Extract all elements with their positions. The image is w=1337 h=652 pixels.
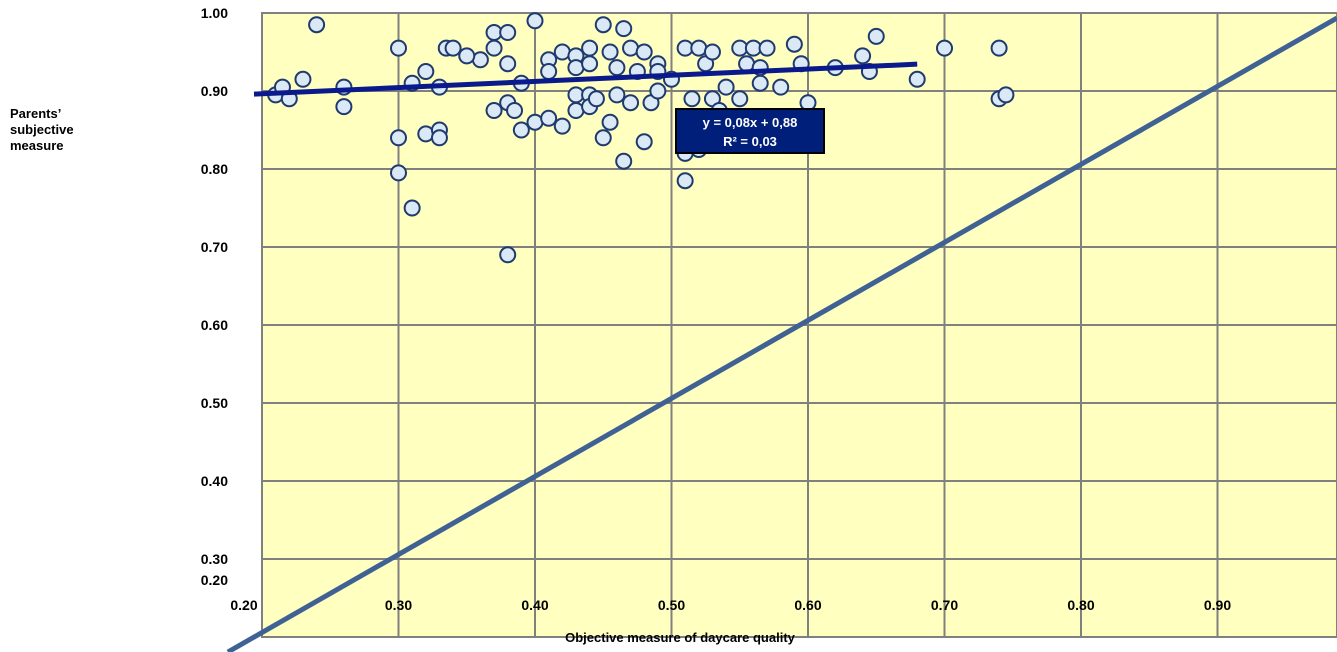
y-tick-label: 0.80 [201,161,228,177]
data-point [683,90,701,108]
y-tick-label: 0.30 [201,551,228,567]
data-point [594,129,612,147]
y-tick-label: 0.90 [201,83,228,99]
y-tick-label: 0.60 [201,317,228,333]
data-point [608,86,626,104]
data-point [758,39,776,57]
data-point [526,113,544,131]
data-point [594,16,612,34]
y-tick-label: 0.50 [201,395,228,411]
x-axis-label: Objective measure of daycare quality [565,630,795,645]
data-point [649,82,667,100]
data-point [294,70,312,88]
data-point [567,102,585,119]
data-point [540,109,558,127]
trendline-annotation: y = 0,08x + 0,88 R² = 0,03 [675,108,825,154]
data-point [997,86,1015,104]
data-point [485,102,503,119]
data-point [615,20,633,38]
data-point [772,78,790,96]
trendline-r-squared: R² = 0,03 [723,134,777,149]
data-point [608,59,626,77]
data-point [553,43,571,61]
data-point [703,43,721,61]
data-point [499,246,517,264]
data-point [785,35,803,53]
data-point [417,63,435,80]
data-point [512,121,530,139]
data-point [403,199,421,217]
data-point [526,12,544,30]
data-point [430,129,448,147]
data-point [417,125,435,143]
data-point [390,129,407,147]
scatter-points [267,12,1015,264]
tick-labels: 0.20 0.30 0.40 0.50 0.60 0.70 0.80 0.90 1.00 0.20… [201,5,1232,613]
data-point [581,39,599,57]
data-point [854,47,872,65]
trendline-equation: y = 0,08x + 0,88 [702,115,798,130]
data-point [731,90,749,108]
data-point [471,51,489,69]
data-point [308,16,326,34]
data-point [615,152,633,170]
data-point [908,70,926,88]
x-tick-label: 0.70 [931,597,958,613]
x-tick-label: 0.50 [658,597,685,613]
data-point [485,39,503,57]
data-point [635,43,653,61]
data-point [390,164,407,182]
data-point [717,78,735,96]
data-point [587,90,605,108]
x-tick-label: 0.20 [230,597,257,613]
y-tick-label: 0.20 [201,572,228,588]
data-point [990,39,1008,57]
data-point [738,55,756,73]
x-tick-label: 0.30 [385,597,412,613]
x-tick-label: 0.60 [794,597,821,613]
reference-line-group [226,15,1337,652]
data-point [540,63,558,80]
data-point [581,55,599,73]
data-point [444,39,462,57]
data-point [867,27,885,45]
y-axis-label: Parents’ subjective measure [10,106,74,153]
data-point [635,133,653,151]
x-tick-label: 0.40 [521,597,548,613]
data-point [499,55,517,73]
data-point [553,117,571,135]
y-tick-label: 1.00 [201,5,228,21]
x-tick-label: 0.90 [1204,597,1231,613]
data-point [622,94,640,112]
data-point [499,24,517,41]
data-point [751,74,769,92]
data-point [458,47,476,65]
data-point [567,59,585,77]
x-tick-label: 0.80 [1067,597,1094,613]
data-point [601,43,619,61]
data-point [506,102,524,119]
data-point [936,39,953,57]
data-point [690,39,708,57]
y-tick-label: 0.40 [201,473,228,489]
data-point [390,39,407,57]
data-point [601,113,619,131]
trendline [253,61,918,97]
data-point [335,98,353,116]
data-point [676,172,694,190]
trendline-group [253,61,918,97]
data-point [622,39,640,57]
y-tick-label: 0.70 [201,239,228,255]
reference-line [226,15,1337,652]
